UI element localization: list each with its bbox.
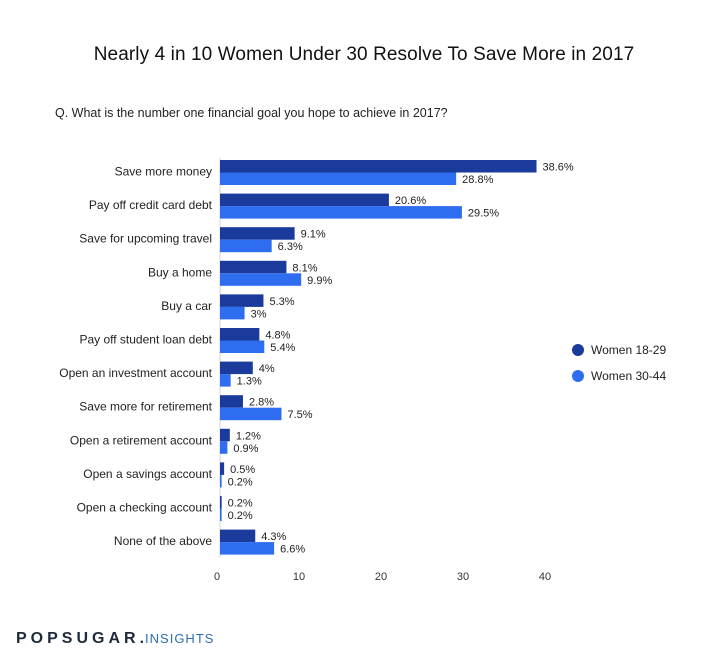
data-label-series-1: 20.6%	[395, 195, 426, 207]
legend-swatch-series-1	[572, 344, 584, 356]
category-label: Open a checking account	[77, 501, 213, 515]
data-label-series-1: 0.5%	[230, 464, 255, 476]
data-label-series-2: 0.2%	[228, 476, 253, 488]
data-label-series-1: 5.3%	[269, 296, 294, 308]
legend-label-series-1: Women 18-29	[591, 343, 667, 357]
data-label-series-1: 4.8%	[265, 330, 290, 342]
bar-series-1	[220, 529, 256, 543]
brand-suffix: INSIGHTS	[145, 631, 215, 646]
data-label-series-1: 4.3%	[261, 531, 286, 543]
category-label: Pay off student loan debt	[79, 333, 212, 347]
brand-logo: POPSUGAR.INSIGHTS	[16, 630, 214, 648]
data-label-series-2: 0.2%	[228, 510, 253, 522]
x-tick-label: 40	[539, 571, 551, 583]
bar-series-2	[220, 474, 222, 488]
x-tick-label: 0	[214, 571, 220, 583]
data-label-series-2: 9.9%	[307, 275, 332, 287]
bar-series-1	[220, 428, 230, 442]
category-label: Save more for retirement	[79, 400, 212, 414]
bar-series-2	[220, 508, 222, 521]
category-label: Open a savings account	[83, 467, 212, 481]
bar-series-2	[220, 374, 231, 387]
bar-series-2	[220, 306, 245, 320]
data-label-series-2: 5.4%	[270, 342, 295, 354]
bar-series-2	[220, 273, 302, 286]
chart-subtitle: Q. What is the number one financial goal…	[55, 106, 448, 120]
bar-series-2	[220, 441, 228, 454]
bar-series-1	[220, 395, 243, 408]
data-label-series-1: 9.1%	[301, 229, 326, 241]
category-label: Open an investment account	[59, 366, 212, 380]
data-label-series-1: 0.2%	[228, 498, 253, 510]
bar-series-1	[220, 294, 264, 307]
legend: Women 18-29 Women 30-44	[572, 343, 666, 395]
category-label: Buy a car	[161, 299, 212, 313]
data-label-series-2: 6.6%	[280, 544, 305, 556]
data-label-series-2: 0.9%	[233, 443, 258, 455]
bar-series-1	[220, 361, 253, 375]
x-tick-label: 10	[293, 571, 305, 583]
bar-chart: Save more money 38.6% 28.8% Pay off credit …	[59, 158, 574, 583]
data-label-series-1: 8.1%	[292, 262, 317, 274]
data-label-series-2: 7.5%	[288, 409, 313, 421]
data-label-series-1: 38.6%	[543, 162, 574, 174]
bar-series-2	[220, 542, 275, 555]
bar-series-2	[220, 340, 265, 353]
brand-dot: .	[139, 630, 146, 647]
bar-series-1	[220, 462, 225, 475]
category-label: Save for upcoming travel	[79, 232, 212, 246]
category-label: Buy a home	[148, 265, 212, 279]
category-label: Save more money	[115, 165, 212, 179]
bar-series-1	[220, 260, 287, 274]
chart-title: Nearly 4 in 10 Women Under 30 Resolve To…	[93, 44, 635, 65]
category-label: Pay off credit card debt	[89, 198, 213, 212]
legend-label-series-2: Women 30-44	[591, 369, 667, 383]
bar-series-2	[220, 407, 282, 421]
bar-series-1	[220, 328, 260, 341]
data-label-series-1: 2.8%	[249, 397, 274, 409]
data-label-series-2: 1.3%	[237, 376, 262, 388]
legend-item-series-2: Women 30-44	[572, 369, 666, 383]
bar-series-2	[220, 239, 272, 253]
x-tick-label: 20	[375, 571, 387, 583]
category-label: Open a retirement account	[70, 433, 213, 447]
bar-series-2	[220, 206, 462, 219]
bar-series-1	[220, 160, 537, 173]
data-label-series-2: 29.5%	[468, 208, 499, 220]
data-label-series-1: 1.2%	[236, 430, 261, 442]
brand-name: POPSUGAR	[16, 630, 140, 647]
data-label-series-2: 6.3%	[278, 241, 303, 253]
data-label-series-2: 28.8%	[462, 174, 493, 186]
data-label-series-2: 3%	[251, 308, 267, 320]
bar-series-1	[220, 193, 389, 207]
bar-series-2	[220, 172, 457, 185]
legend-item-series-1: Women 18-29	[572, 343, 666, 357]
legend-swatch-series-2	[572, 370, 584, 382]
x-tick-label: 30	[457, 571, 469, 583]
bar-series-1	[220, 496, 222, 509]
data-label-series-1: 4%	[259, 363, 275, 375]
category-label: None of the above	[114, 534, 212, 548]
bar-series-1	[220, 227, 295, 240]
